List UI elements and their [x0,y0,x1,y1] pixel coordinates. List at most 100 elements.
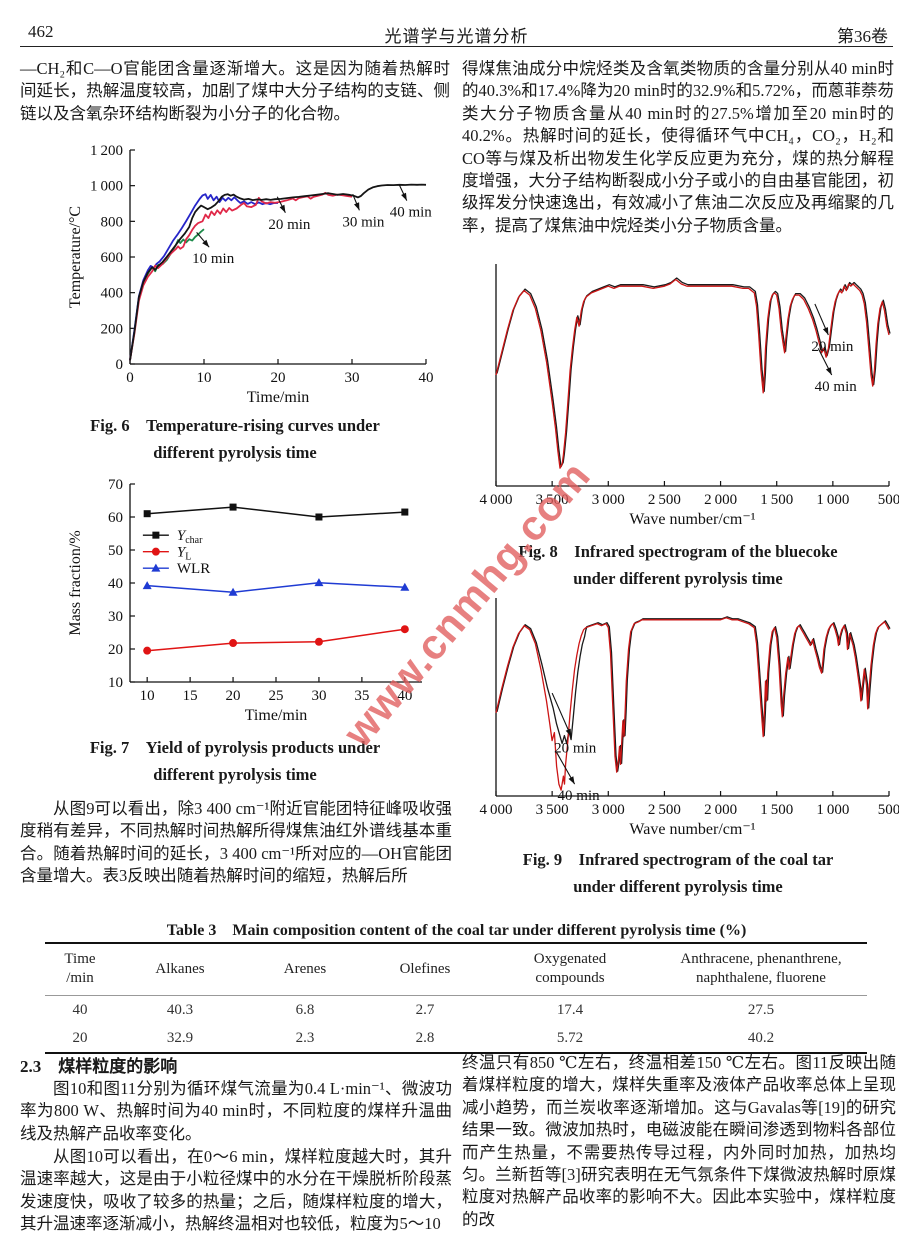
table3-cell: 32.9 [166,1030,194,1046]
svg-text:20 min: 20 min [268,217,311,233]
table3-header-cell: Time/min [45,943,115,996]
table3-cell: 2.3 [295,1030,315,1046]
svg-text:30: 30 [311,688,326,704]
svg-text:20 min: 20 min [811,339,854,355]
fig7-caption-line2: different pyrolysis time [153,765,317,784]
svg-text:10: 10 [140,688,155,704]
svg-text:1 500: 1 500 [760,492,793,508]
fig6-caption-line1: Fig. 6 Temperature-rising curves under [90,416,380,435]
right-paragraph-1: 得煤焦油成分中烷烃类及含氧类物质的含量分别从40 min时的40.3%和17.4… [462,59,894,235]
svg-text:2 500: 2 500 [648,492,681,508]
svg-text:40 min: 40 min [558,788,601,804]
svg-text:500: 500 [878,802,899,818]
svg-text:1 200: 1 200 [90,143,123,159]
svg-text:1 000: 1 000 [816,492,849,508]
svg-text:0: 0 [126,370,134,386]
svg-text:15: 15 [183,688,198,704]
svg-text:Wave number/cm⁻¹: Wave number/cm⁻¹ [629,511,755,528]
fig6-caption-line2: different pyrolysis time [153,443,317,462]
svg-text:800: 800 [101,214,124,230]
section-2-3-heading: 2.3 煤样粒度的影响 [20,1057,178,1076]
svg-text:YL: YL [177,545,191,563]
table3-cell: 20 [72,1030,88,1046]
svg-text:40 min: 40 min [390,205,433,221]
svg-text:Time/min: Time/min [245,707,308,724]
svg-text:40: 40 [397,688,412,704]
table3-cell: 5.72 [556,1030,584,1046]
svg-text:Wave number/cm⁻¹: Wave number/cm⁻¹ [629,821,755,838]
svg-text:10 min: 10 min [192,251,235,267]
svg-text:3 000: 3 000 [592,492,625,508]
table3-header-cell: Alkanes [115,943,245,996]
svg-text:2 000: 2 000 [704,492,737,508]
svg-text:2 000: 2 000 [704,802,737,818]
table3-header-cell: Anthracene, phenanthrene, naphthalene, fl… [655,943,867,996]
svg-text:30: 30 [345,370,360,386]
svg-text:3 500: 3 500 [536,492,569,508]
fig8-caption: Fig. 8 Infrared spectrogram of the bluec… [462,538,894,592]
svg-text:3 500: 3 500 [536,802,569,818]
fig8-caption-line1: Fig. 8 Infrared spectrogram of the bluec… [518,542,838,561]
svg-text:WLR: WLR [177,561,210,577]
svg-text:2 500: 2 500 [648,802,681,818]
section-2-3-paragraph-1: 图10和图11分别为循环煤气流量为0.4 L·min⁻¹、微波功率为800 W、… [20,1079,452,1143]
table3-cell: 6.8 [295,1002,315,1018]
svg-text:20: 20 [271,370,286,386]
table3-cell: 40.2 [747,1030,775,1046]
fig7-yield-chart: 10 15 20 25 30 35 40 10 20 30 40 50 60 70 Time/min Mass… [67,477,422,724]
svg-text:20: 20 [108,642,123,658]
table3-title: Table 3 Main composition content of the … [166,922,747,939]
table3-cell: 17.4 [556,1002,584,1018]
svg-text:600: 600 [101,250,124,266]
header-rule [20,46,893,47]
fig7-caption-line1: Fig. 7 Yield of pyrolysis products under [89,738,381,757]
svg-text:Mass fraction/%: Mass fraction/% [67,530,84,635]
volume-label: 第36卷 [837,27,888,46]
svg-text:4 000: 4 000 [479,802,512,818]
svg-text:25: 25 [269,688,284,704]
svg-text:30: 30 [108,609,123,625]
svg-text:1 000: 1 000 [816,802,849,818]
svg-text:10: 10 [197,370,212,386]
svg-text:40: 40 [108,576,123,592]
section-2-3-paragraph-2: 从图10可以看出，在0～6 min，煤样粒度越大时，其升温速率越大，这是由于小粒… [20,1147,452,1234]
left-paragraph-2: 从图9可以看出，除3 400 cm⁻¹附近官能团特征峰吸收强度稍有差异，不同热解… [20,799,452,886]
table3-cell: 2.7 [415,1002,435,1018]
fig7-caption: Fig. 7 Yield of pyrolysis products under… [20,734,450,788]
svg-text:3 000: 3 000 [592,802,625,818]
table3-header-cell: Oxygenated compounds [485,943,655,996]
svg-text:30 min: 30 min [342,214,385,230]
table3-cell: 27.5 [747,1002,775,1018]
table3-header-cell: Olefines [365,943,485,996]
svg-text:Temperature/°C: Temperature/°C [67,206,84,308]
fig9-caption-line1: Fig. 9 Infrared spectrogram of the coal … [522,850,834,869]
svg-text:1 500: 1 500 [760,802,793,818]
svg-text:1 000: 1 000 [90,179,123,195]
svg-text:Ychar: Ychar [177,528,203,546]
page-number: 462 [28,22,54,41]
svg-text:0: 0 [116,357,124,373]
fig9-ir-spectrum-coaltar: 4 000 3 500 3 000 2 500 2 000 1 500 1 000 500 Wa… [479,598,899,838]
svg-text:200: 200 [101,321,124,337]
svg-text:60: 60 [108,510,123,526]
svg-text:20 min: 20 min [554,741,597,757]
svg-text:70: 70 [108,477,123,493]
svg-text:4 000: 4 000 [479,492,512,508]
fig9-caption: Fig. 9 Infrared spectrogram of the coal … [462,846,894,900]
table3-header-cell: Arenes [245,943,365,996]
svg-text:Time/min: Time/min [247,389,310,406]
right-paragraph-2: 终温只有850 ℃左右，终温相差150 ℃左右。图11反映出随着煤样粒度的增大，… [462,1053,896,1229]
fig9-caption-line2: under different pyrolysis time [573,877,783,896]
journal-title: 光谱学与光谱分析 [384,27,529,46]
svg-text:40: 40 [419,370,434,386]
table3: Time/min Alkanes Arenes Olefines Oxygenated c… [45,942,867,1054]
svg-text:50: 50 [108,543,123,559]
svg-text:35: 35 [354,688,369,704]
svg-text:10: 10 [108,675,123,691]
svg-text:500: 500 [878,492,899,508]
table3-header-row: Time/min Alkanes Arenes Olefines Oxygenated c… [45,943,867,996]
table3-row: 20 32.9 2.3 2.8 5.72 40.2 [45,1024,867,1053]
table3-cell: 40.3 [166,1002,194,1018]
